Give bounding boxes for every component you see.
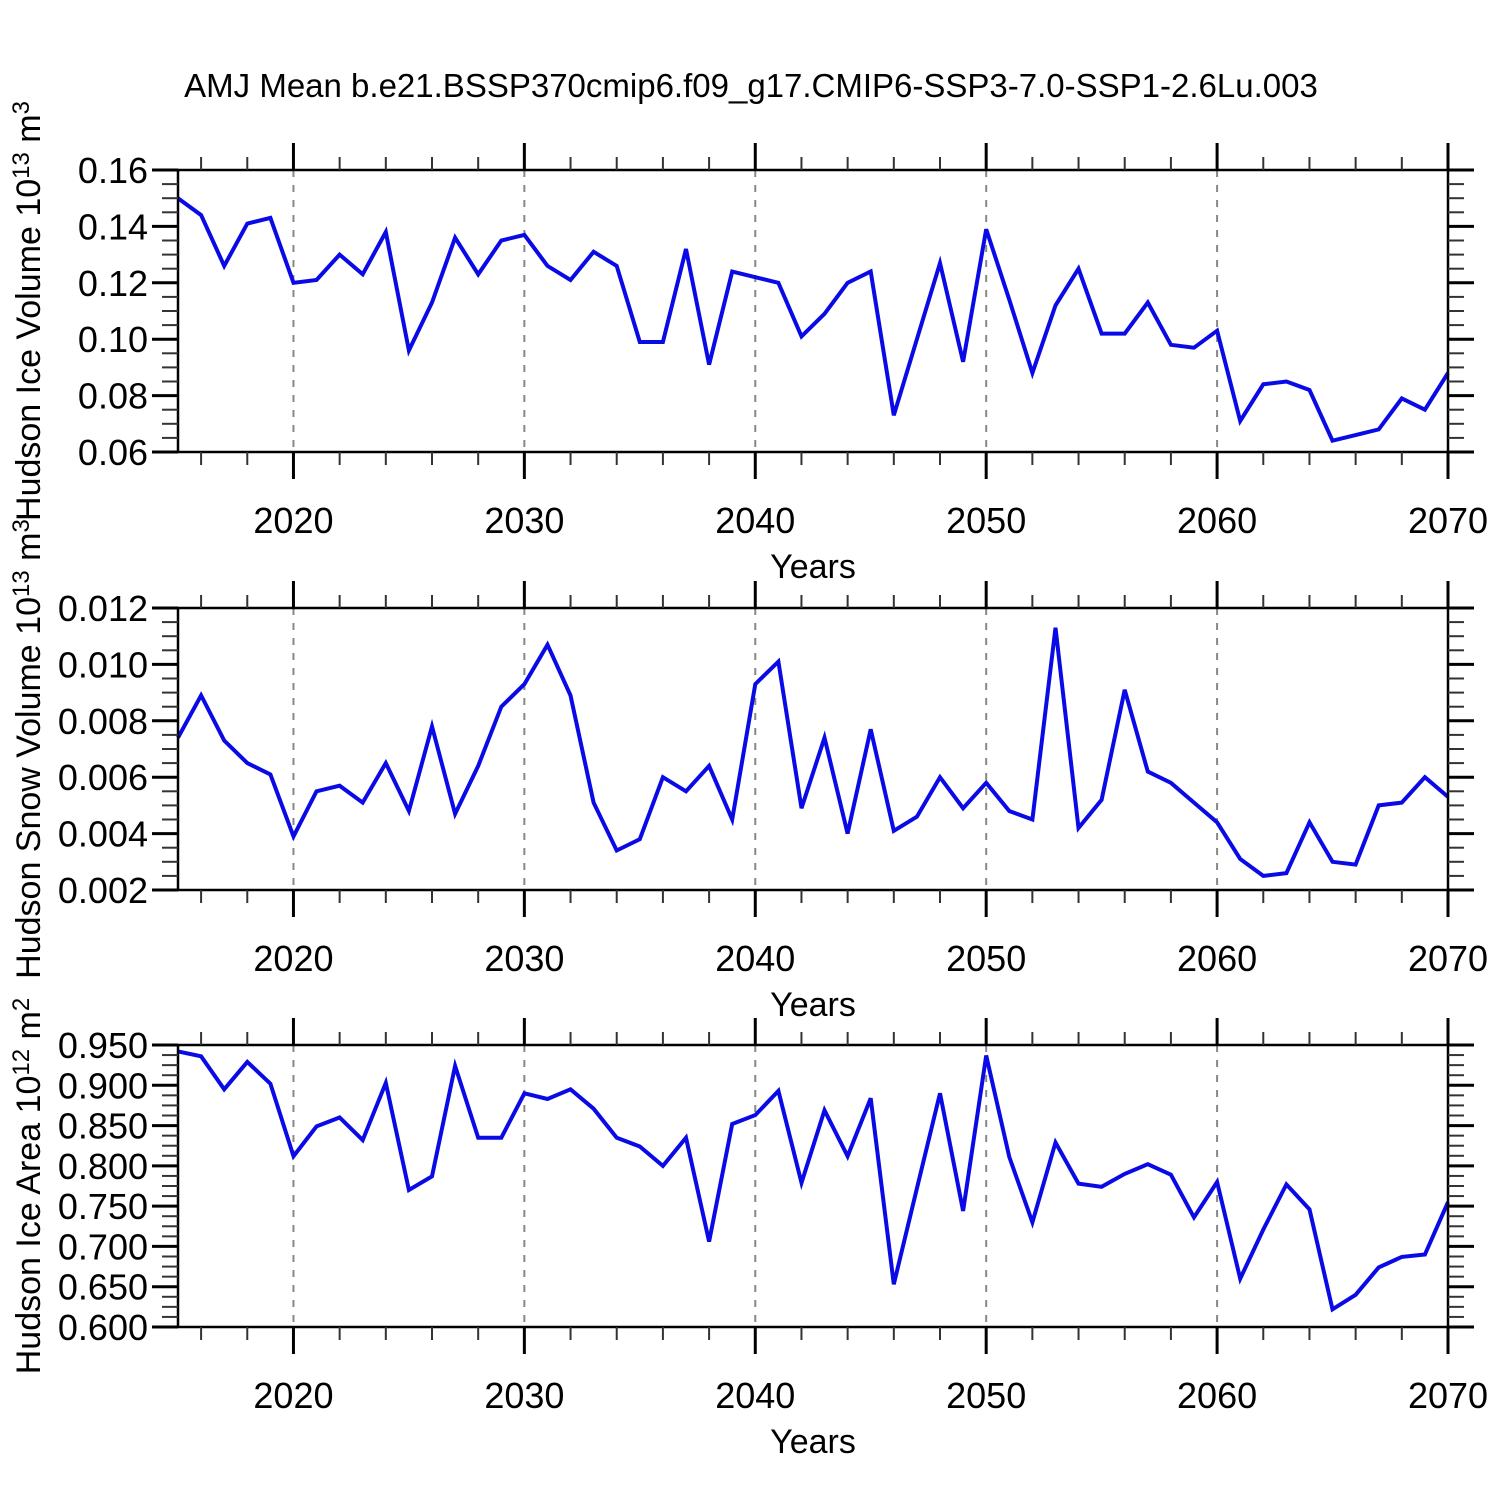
plot-frame bbox=[176, 606, 1450, 892]
x-tick-label: 2050 bbox=[946, 938, 1026, 979]
x-tick-label: 2020 bbox=[253, 1375, 333, 1416]
y-axis-title-exponent: 13 bbox=[8, 152, 35, 179]
y-axis-title-unit-exponent: 3 bbox=[8, 101, 35, 114]
y-axis-title: Hudson Snow Volume 1013 m3 bbox=[8, 519, 48, 979]
y-axis-title-main: Hudson Ice Area 10 bbox=[10, 1076, 48, 1375]
y-tick-label: 0.600 bbox=[58, 1307, 148, 1348]
x-tick-label: 2020 bbox=[253, 938, 333, 979]
x-tick-label: 2060 bbox=[1177, 938, 1257, 979]
plot-frame bbox=[176, 1043, 1450, 1329]
y-tick-label: 0.008 bbox=[58, 701, 148, 742]
y-tick-label: 0.010 bbox=[58, 644, 148, 685]
x-tick-label: 2020 bbox=[253, 500, 333, 541]
y-tick-label: 0.14 bbox=[78, 206, 148, 247]
x-tick-label: 2070 bbox=[1408, 1375, 1488, 1416]
x-tick-label: 2030 bbox=[484, 500, 564, 541]
y-tick-label: 0.650 bbox=[58, 1267, 148, 1308]
y-tick-label: 0.700 bbox=[58, 1226, 148, 1267]
y-axis-title-main: Hudson Snow Volume 10 bbox=[10, 597, 48, 979]
panel-hudson-ice-volume: 2020 2030 2040 2050 2060 2070 0.16 0.14 0.12 0.10… bbox=[8, 101, 1488, 586]
y-tick-label: 0.10 bbox=[78, 319, 148, 360]
y-axis-title-unit: m bbox=[10, 533, 48, 571]
x-tick-label: 2040 bbox=[715, 938, 795, 979]
hudson-ice-area-line bbox=[177, 1049, 1450, 1313]
y-tick-label: 0.12 bbox=[78, 263, 148, 304]
panel-hudson-snow-volume: 2020 2030 2040 2050 2060 2070 0.012 0.010 0.008 0… bbox=[8, 519, 1488, 1024]
y-tick-label: 0.08 bbox=[78, 376, 148, 417]
x-tick-label: 2050 bbox=[946, 500, 1026, 541]
x-axis-title: Years bbox=[770, 1423, 856, 1461]
y-tick-label: 0.16 bbox=[78, 150, 148, 191]
y-axis-title-unit: m bbox=[10, 1011, 48, 1049]
hudson-ice-volume-line bbox=[176, 196, 1450, 444]
y-axis-title-exponent: 13 bbox=[8, 570, 35, 597]
x-tick-label: 2060 bbox=[1177, 500, 1257, 541]
y-tick-label: 0.750 bbox=[58, 1186, 148, 1227]
y-tick-label: 0.900 bbox=[58, 1065, 148, 1106]
x-tick-label: 2070 bbox=[1408, 938, 1488, 979]
y-tick-label: 0.06 bbox=[78, 432, 148, 473]
y-axis-title-unit-exponent: 2 bbox=[8, 998, 35, 1011]
x-tick-label: 2060 bbox=[1177, 1375, 1257, 1416]
y-tick-label: 0.004 bbox=[58, 814, 148, 855]
y-tick-label: 0.950 bbox=[58, 1025, 148, 1066]
y-tick-label: 0.012 bbox=[58, 588, 148, 629]
panel-hudson-ice-area: 2020 2030 2040 2050 2060 20700.9500.9000.8500… bbox=[8, 998, 1488, 1461]
y-tick-label: 0.006 bbox=[58, 757, 148, 798]
x-tick-label: 2050 bbox=[946, 1375, 1026, 1416]
x-tick-label: 2070 bbox=[1408, 500, 1488, 541]
y-axis-title-unit: m bbox=[10, 114, 48, 152]
chart-title: AMJ Mean b.e21.BSSP370cmip6.f09_g17.CMIP… bbox=[184, 67, 1318, 104]
y-axis-title-main: Hudson Ice Volume 10 bbox=[10, 179, 48, 521]
y-axis-title: Hudson Ice Volume 1013 m3 bbox=[8, 101, 48, 521]
y-axis-title: Hudson Ice Area 1012 m2 bbox=[8, 998, 48, 1375]
y-tick-label: 0.800 bbox=[58, 1146, 148, 1187]
x-axis-title: Years bbox=[770, 986, 856, 1024]
y-axis-title-unit-exponent: 3 bbox=[8, 519, 35, 532]
x-tick-label: 2040 bbox=[715, 1375, 795, 1416]
x-tick-label: 2030 bbox=[484, 1375, 564, 1416]
y-tick-label: 0.002 bbox=[58, 870, 148, 911]
plot-frame bbox=[176, 168, 1450, 454]
hudson-snow-volume-line bbox=[176, 627, 1450, 878]
y-tick-label: 0.850 bbox=[58, 1106, 148, 1147]
x-axis-title: Years bbox=[770, 548, 856, 586]
y-axis-title-exponent: 12 bbox=[8, 1049, 35, 1076]
x-tick-label: 2030 bbox=[484, 938, 564, 979]
x-tick-label: 2040 bbox=[715, 500, 795, 541]
